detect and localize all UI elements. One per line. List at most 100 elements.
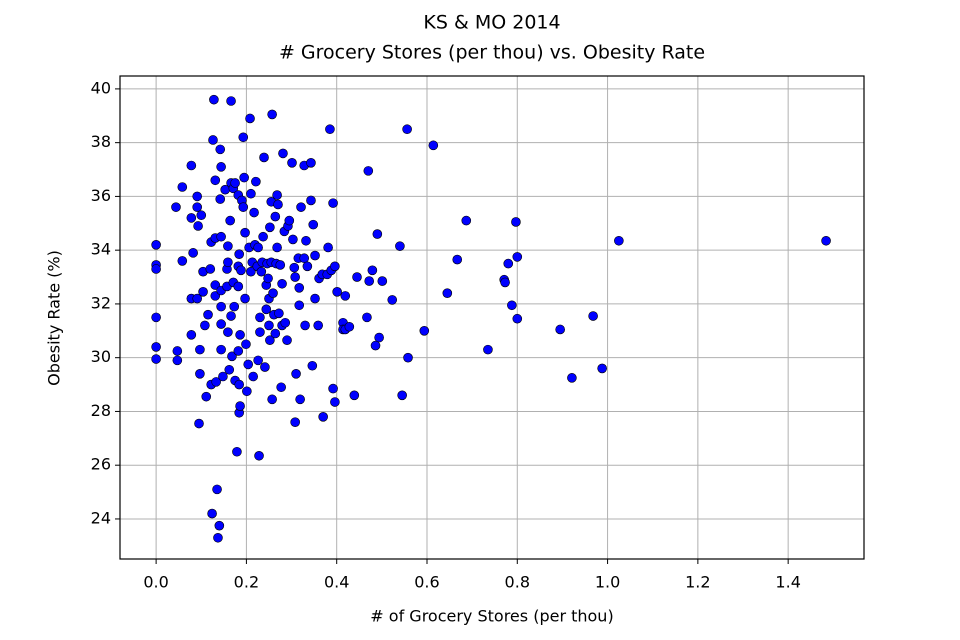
point [234,379,244,390]
point [295,394,305,405]
point [296,202,306,212]
point [276,382,286,393]
point [344,321,355,332]
point [233,346,244,356]
point [302,261,313,272]
point [290,272,300,282]
chart-title: # Grocery Stores (per thou) vs. Obesity … [279,42,705,64]
point [235,401,245,411]
point [597,363,607,374]
point [300,320,310,331]
point [195,369,205,379]
point [258,231,268,242]
point [325,124,335,135]
point [330,261,340,272]
point [614,235,624,246]
point [372,229,383,239]
point [270,211,281,222]
y-axis-label: Obesity Rate (%) [45,250,64,386]
point [428,140,439,151]
point [330,397,340,407]
point [205,264,216,274]
point [223,257,233,268]
point [151,354,161,364]
point [374,332,384,343]
point [186,213,197,223]
point [291,369,301,379]
point [246,188,256,199]
point [192,202,202,212]
point [263,273,273,284]
point [261,304,272,315]
point [364,276,375,286]
point [177,256,188,266]
point [397,390,407,401]
point [363,166,374,176]
point [216,231,226,242]
point [238,202,249,212]
point [211,377,221,387]
point [225,215,235,226]
point [377,276,388,286]
point [308,219,319,230]
point [270,328,281,339]
point [349,390,360,401]
point [246,266,256,277]
point [192,293,202,304]
point [272,242,282,253]
point [196,210,207,221]
point [243,359,254,370]
point [216,301,226,312]
point [240,293,250,304]
point [310,250,320,261]
point [227,351,237,362]
point [172,346,183,356]
point [208,135,218,145]
point [588,311,598,321]
point [511,217,521,227]
point [500,277,510,288]
point [419,326,430,336]
point [203,309,213,320]
point [277,278,287,289]
point [340,291,351,301]
point [171,202,181,212]
point [512,313,523,324]
point [287,158,297,168]
point [215,144,226,155]
point [236,265,246,276]
y-tick-label: 38 [91,132,111,151]
point [323,242,333,253]
point [367,265,378,276]
point [200,320,210,331]
point [275,260,286,270]
point [395,241,405,251]
point [442,288,453,298]
x-tick-label: 0.2 [234,573,259,592]
point [253,355,263,366]
x-axis-label: # of Grocery Stores (per thou) [370,607,613,626]
point [503,258,514,269]
x-tick-label: 0.0 [143,573,168,592]
point [193,221,203,231]
point [232,446,242,457]
point [186,330,197,340]
point [273,199,283,210]
point [226,96,236,106]
point [265,335,275,346]
y-tick-label: 28 [91,401,111,420]
point [188,248,198,258]
point [214,520,225,531]
point [216,344,226,355]
point [235,330,245,340]
point [483,344,493,355]
point [264,320,274,331]
point [280,317,291,328]
point [290,417,300,427]
point [223,327,233,337]
point [218,371,228,382]
point [177,182,188,192]
point [151,264,161,274]
point [242,386,252,397]
